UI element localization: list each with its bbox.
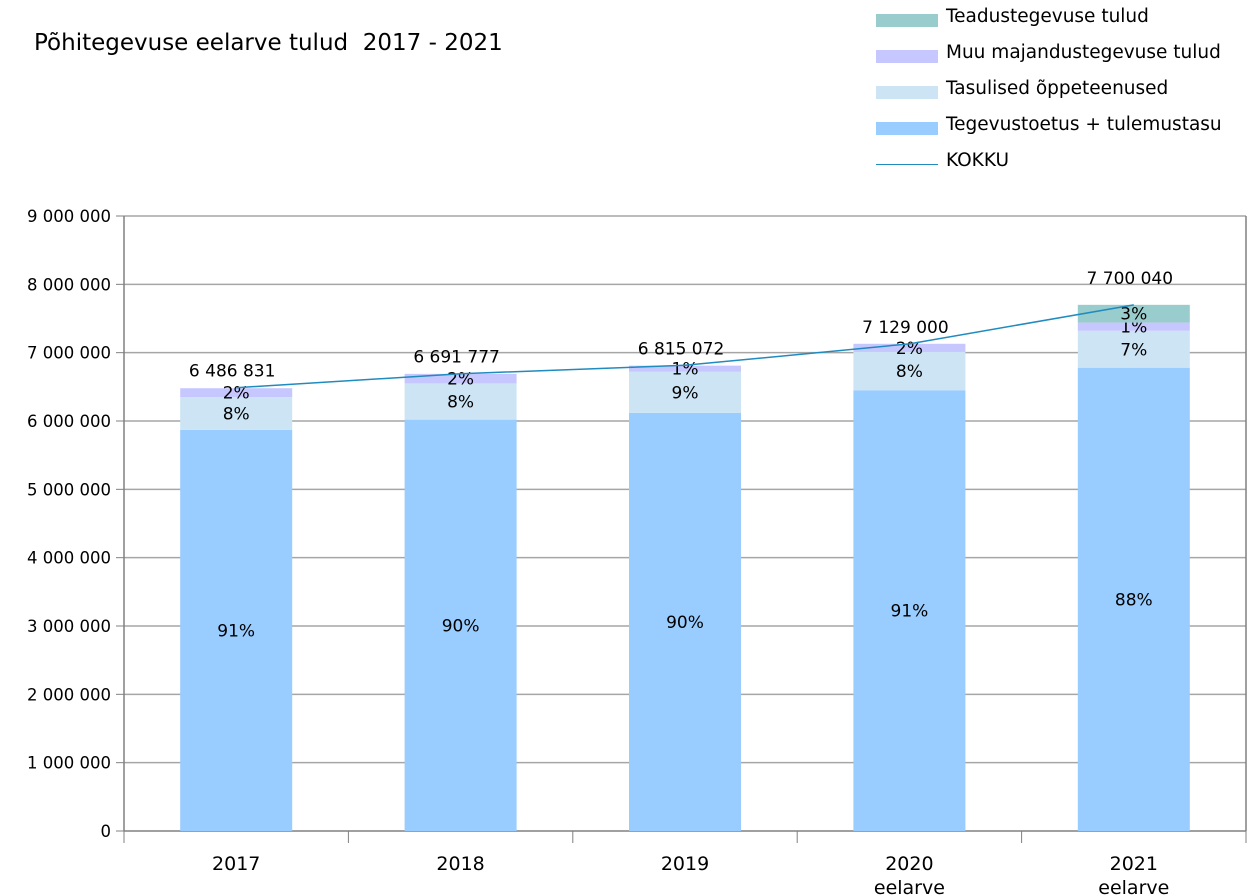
- chart-title: Põhitegevuse eelarve tulud 2017 - 2021: [34, 30, 503, 56]
- y-tick-label: 7 000 000: [27, 344, 111, 363]
- bar-segment: [404, 419, 517, 831]
- legend-swatch-teadustegevuse: [876, 14, 938, 27]
- bar-segment-label: 88%: [1115, 590, 1153, 610]
- total-value-label: 6 691 777: [413, 348, 500, 368]
- total-value-label: 6 486 831: [189, 362, 276, 382]
- legend-line-kokku: [876, 164, 938, 165]
- legend-label-teadustegevuse: Teadustegevuse tulud: [946, 6, 1149, 27]
- bar-segment: [1077, 367, 1190, 831]
- bar-segment-label: 9%: [672, 383, 699, 403]
- legend-label-muu-majandustegevuse: Muu majandustegevuse tulud: [946, 42, 1221, 63]
- x-tick-label: 2021: [1110, 853, 1158, 875]
- y-tick-label: 2 000 000: [27, 685, 111, 704]
- bar-segment-label: 8%: [223, 404, 250, 424]
- bar-segment: [404, 373, 517, 384]
- bar-segment: [404, 383, 517, 420]
- total-line: [236, 304, 1134, 389]
- bar-segment-label: 91%: [891, 602, 929, 622]
- bar-segment-label: 8%: [447, 393, 474, 413]
- total-value-label: 6 815 072: [638, 339, 725, 359]
- x-tick-label: 2018: [436, 853, 484, 875]
- y-tick-label: 9 000 000: [27, 207, 111, 226]
- bar-segment: [1077, 322, 1190, 331]
- bar-segment: [853, 351, 966, 391]
- bar-segment-label: 1%: [1120, 318, 1147, 338]
- legend-label-tegevustoetus: Tegevustoetus + tulemustasu: [946, 114, 1222, 135]
- bar-segment-label: 90%: [442, 616, 480, 636]
- y-tick-label: 0: [101, 822, 112, 841]
- x-tick-label: eelarve: [874, 877, 945, 896]
- x-tick-label: eelarve: [1098, 877, 1169, 896]
- legend-label-kokku: KOKKU: [946, 150, 1009, 171]
- x-tick-label: 2019: [661, 853, 709, 875]
- bar-segment: [180, 429, 293, 831]
- bar-segment-label: 8%: [896, 362, 923, 382]
- x-tick-label: 2020: [885, 853, 933, 875]
- y-tick-label: 4 000 000: [27, 549, 111, 568]
- bar-segment: [853, 343, 966, 352]
- total-value-label: 7 700 040: [1087, 269, 1174, 289]
- x-tick-label: 2017: [212, 853, 260, 875]
- bar-segment: [1077, 330, 1190, 368]
- bar-segment-label: 90%: [666, 613, 704, 633]
- bar-segment: [180, 388, 293, 398]
- y-tick-label: 8 000 000: [27, 275, 111, 294]
- bar-segment-label: 91%: [217, 621, 255, 641]
- bar-segment: [180, 397, 293, 430]
- bar-segment-label: 7%: [1120, 340, 1147, 360]
- bar-segment: [629, 371, 741, 413]
- legend-swatch-tasulised: [876, 86, 938, 99]
- bar-segment-label: 3%: [1120, 305, 1147, 325]
- total-value-label: 7 129 000: [862, 318, 949, 338]
- bar-segment-label: 2%: [223, 384, 250, 404]
- legend-swatch-tegevustoetus: [876, 122, 938, 135]
- y-tick-label: 3 000 000: [27, 617, 111, 636]
- y-tick-label: 6 000 000: [27, 412, 111, 431]
- bar-segment-label: 1%: [672, 360, 699, 380]
- legend-swatch-muu-majandustegevuse: [876, 50, 938, 63]
- bar-segment: [629, 412, 741, 831]
- legend-label-tasulised: Tasulised õppeteenused: [946, 78, 1169, 99]
- bar-segment: [853, 390, 966, 831]
- bar-segment: [629, 365, 741, 372]
- y-tick-label: 1 000 000: [27, 754, 111, 773]
- y-tick-label: 5 000 000: [27, 480, 111, 499]
